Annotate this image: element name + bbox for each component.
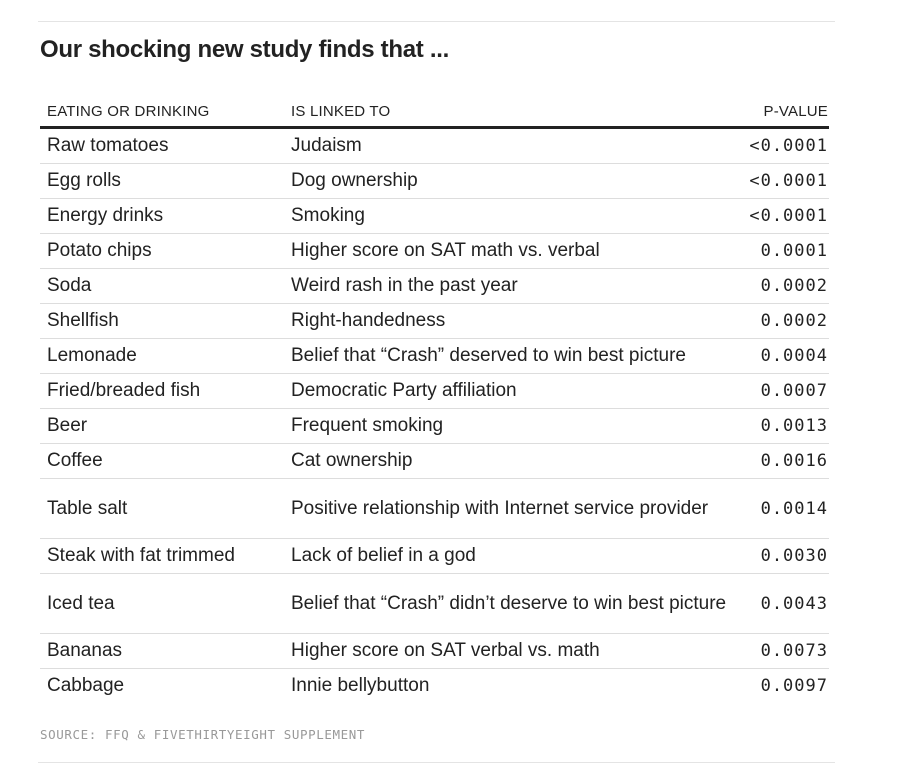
p-value-cell: <0.0001 (749, 206, 828, 226)
source-note: SOURCE: FFQ & FIVETHIRTYEIGHT SUPPLEMENT (40, 727, 366, 742)
food-cell: Table salt (47, 497, 128, 519)
table-row: Steak with fat trimmed Lack of belief in… (40, 539, 829, 574)
page-title: Our shocking new study finds that ... (40, 36, 449, 63)
food-cell: Bananas (47, 640, 123, 661)
header-is-linked-to: IS LINKED TO (291, 103, 391, 120)
table-header: EATING OR DRINKING IS LINKED TO P-VALUE (40, 98, 829, 129)
food-cell: Beer (47, 415, 88, 436)
linked-cell: Belief that “Crash” didn’t deserve to wi… (291, 592, 727, 614)
p-value-cell: 0.0073 (760, 641, 828, 661)
table-row: Potato chips Higher score on SAT math vs… (40, 234, 829, 269)
food-cell: Cabbage (47, 675, 125, 696)
linked-cell: Smoking (291, 205, 365, 226)
linked-cell: Frequent smoking (291, 415, 444, 436)
food-cell: Coffee (47, 450, 103, 471)
table-row: Fried/breaded fish Democratic Party affi… (40, 374, 829, 409)
p-value-cell: 0.0016 (760, 451, 828, 471)
p-value-cell: 0.0097 (760, 676, 828, 696)
table-row: Coffee Cat ownership 0.0016 (40, 444, 829, 479)
table-row: Beer Frequent smoking 0.0013 (40, 409, 829, 444)
top-divider (38, 21, 835, 22)
table-row: Shellfish Right-handedness 0.0002 (40, 304, 829, 339)
linked-cell: Weird rash in the past year (291, 275, 518, 296)
p-value-cell: 0.0002 (760, 276, 828, 296)
table-row: Bananas Higher score on SAT verbal vs. m… (40, 634, 829, 669)
linked-cell: Democratic Party affiliation (291, 380, 517, 401)
food-cell: Energy drinks (47, 205, 164, 226)
p-value-cell: 0.0014 (760, 498, 828, 519)
table-row: Egg rolls Dog ownership <0.0001 (40, 164, 829, 199)
linked-cell: Cat ownership (291, 450, 413, 471)
linked-cell: Innie bellybutton (291, 675, 430, 696)
linked-cell: Higher score on SAT math vs. verbal (291, 240, 600, 261)
table-row: Iced tea Belief that “Crash” didn’t dese… (40, 574, 829, 634)
header-p-value: P-VALUE (763, 103, 828, 120)
food-cell: Shellfish (47, 310, 119, 331)
p-value-cell: 0.0043 (760, 593, 828, 614)
bottom-divider (38, 762, 835, 763)
table-row: Raw tomatoes Judaism <0.0001 (40, 129, 829, 164)
table-row: Energy drinks Smoking <0.0001 (40, 199, 829, 234)
p-value-cell: 0.0002 (760, 311, 828, 331)
p-value-cell: 0.0001 (760, 241, 828, 261)
p-value-cell: 0.0007 (760, 381, 828, 401)
p-value-cell: 0.0013 (760, 416, 828, 436)
linked-cell: Right-handedness (291, 310, 446, 331)
food-cell: Lemonade (47, 345, 137, 366)
linked-cell: Lack of belief in a god (291, 545, 476, 566)
table-row: Soda Weird rash in the past year 0.0002 (40, 269, 829, 304)
p-value-cell: 0.0030 (760, 546, 828, 566)
header-eating-or-drinking: EATING OR DRINKING (47, 103, 210, 120)
linked-cell: Dog ownership (291, 170, 418, 191)
food-cell: Iced tea (47, 592, 115, 614)
food-cell: Steak with fat trimmed (47, 545, 235, 566)
food-cell: Egg rolls (47, 170, 121, 191)
table-row: Cabbage Innie bellybutton 0.0097 (40, 669, 829, 703)
food-cell: Potato chips (47, 240, 152, 261)
linked-cell: Judaism (291, 135, 362, 156)
table-row: Lemonade Belief that “Crash” deserved to… (40, 339, 829, 374)
p-value-cell: <0.0001 (749, 171, 828, 191)
food-cell: Soda (47, 275, 92, 296)
p-value-cell: 0.0004 (760, 346, 828, 366)
linked-cell: Higher score on SAT verbal vs. math (291, 640, 600, 661)
table-row: Table salt Positive relationship with In… (40, 479, 829, 539)
linked-cell: Positive relationship with Internet serv… (291, 497, 709, 519)
food-cell: Raw tomatoes (47, 135, 169, 156)
linked-cell: Belief that “Crash” deserved to win best… (291, 345, 686, 366)
p-value-cell: <0.0001 (749, 136, 828, 156)
food-cell: Fried/breaded fish (47, 380, 201, 401)
study-table: EATING OR DRINKING IS LINKED TO P-VALUE … (40, 98, 829, 703)
